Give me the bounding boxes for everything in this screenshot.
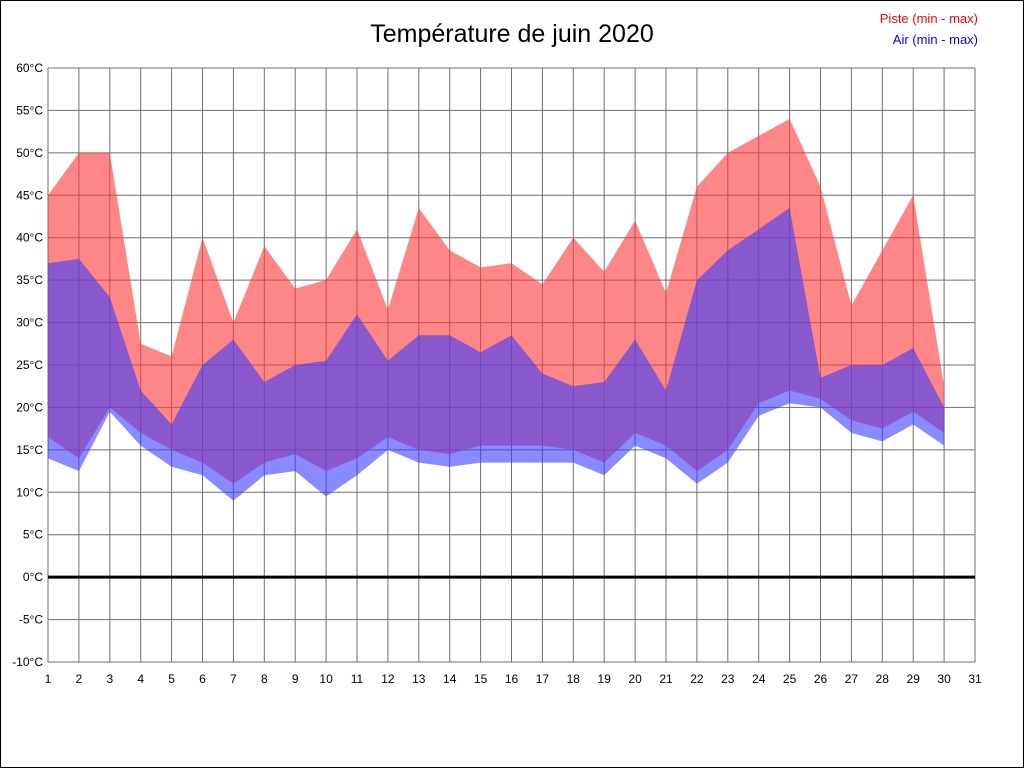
x-tick-label: 18 xyxy=(567,672,581,686)
y-tick-label: 55°C xyxy=(16,103,43,117)
chart-title: Température de juin 2020 xyxy=(370,20,654,48)
x-tick-label: 25 xyxy=(783,672,797,686)
x-tick-label: 11 xyxy=(351,672,364,686)
x-tick-label: 31 xyxy=(968,672,982,686)
y-tick-label: 5°C xyxy=(23,528,43,542)
y-tick-label: -10°C xyxy=(12,655,43,669)
legend-air-label: Air (min - max) xyxy=(892,32,978,47)
x-tick-label: 2 xyxy=(76,672,83,686)
x-tick-label: 26 xyxy=(814,672,828,686)
y-tick-label: 30°C xyxy=(16,316,43,330)
y-tick-label: 50°C xyxy=(16,146,43,160)
x-tick-label: 1 xyxy=(45,672,52,686)
x-tick-label: 13 xyxy=(412,672,426,686)
y-tick-label: 25°C xyxy=(16,358,43,372)
legend-piste-label: Piste (min - max) xyxy=(879,11,978,26)
y-tick-label: 15°C xyxy=(16,443,43,457)
x-tick-label: 29 xyxy=(907,672,921,686)
x-tick-label: 19 xyxy=(598,672,612,686)
x-tick-label: 16 xyxy=(505,672,519,686)
x-tick-label: 7 xyxy=(230,672,237,686)
y-tick-label: 35°C xyxy=(16,273,43,287)
y-tick-label: 20°C xyxy=(16,400,43,414)
x-tick-label: 9 xyxy=(292,672,299,686)
x-tick-label: 30 xyxy=(937,672,951,686)
x-tick-label: 12 xyxy=(381,672,395,686)
x-tick-label: 22 xyxy=(690,672,704,686)
y-tick-label: 45°C xyxy=(16,188,43,202)
x-tick-label: 20 xyxy=(628,672,642,686)
y-tick-label: 10°C xyxy=(16,485,43,499)
x-tick-label: 4 xyxy=(137,672,144,686)
x-tick-label: 8 xyxy=(261,672,268,686)
x-tick-label: 5 xyxy=(168,672,175,686)
x-tick-label: 24 xyxy=(752,672,766,686)
y-tick-label: 0°C xyxy=(23,570,43,584)
y-tick-label: 40°C xyxy=(16,231,43,245)
air-band xyxy=(48,208,945,501)
x-tick-label: 10 xyxy=(319,672,333,686)
y-tick-label: -5°C xyxy=(19,613,43,627)
x-tick-label: 14 xyxy=(443,672,457,686)
x-tick-label: 27 xyxy=(845,672,859,686)
y-tick-label: 60°C xyxy=(16,61,43,75)
x-tick-label: 28 xyxy=(876,672,890,686)
x-tick-label: 23 xyxy=(721,672,735,686)
chart-legend: Piste (min - max) Air (min - max) xyxy=(880,8,978,50)
x-tick-label: 15 xyxy=(474,672,488,686)
x-tick-label: 3 xyxy=(106,672,113,686)
x-tick-label: 21 xyxy=(659,672,673,686)
x-tick-label: 6 xyxy=(199,672,206,686)
x-tick-label: 17 xyxy=(536,672,550,686)
